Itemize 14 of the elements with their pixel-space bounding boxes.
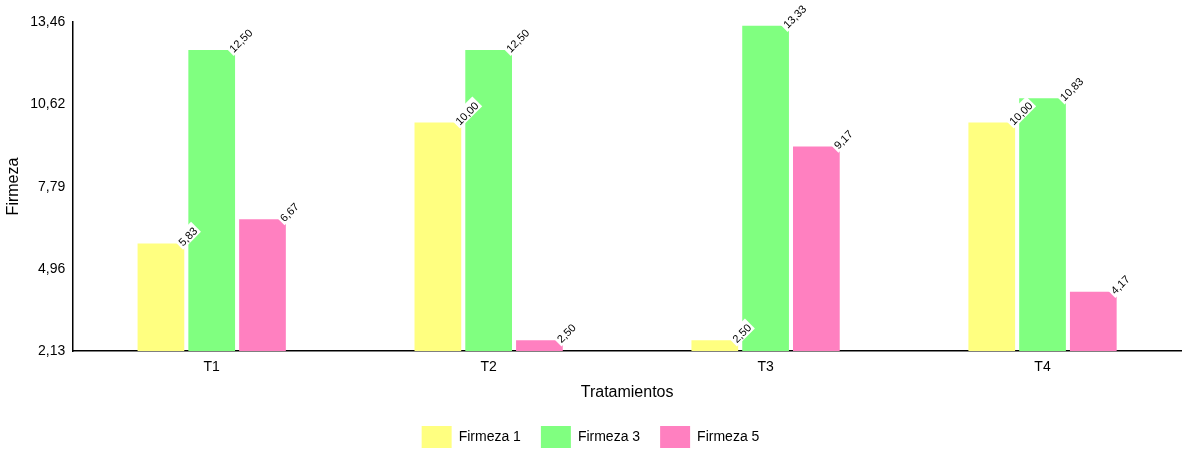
x-axis-title: Tratamientos (580, 382, 674, 400)
x-tick-label: T3 (757, 358, 774, 375)
legend-label: Firmeza 1 (458, 427, 522, 444)
y-tick-label: 4,96 (37, 259, 66, 276)
y-tick-label: 2,13 (37, 341, 66, 358)
y-tick-label: 7,79 (37, 177, 66, 194)
y-tick-label: 10,62 (30, 95, 66, 112)
legend-label: Firmeza 5 (697, 427, 760, 444)
x-tick-label: T1 (203, 358, 221, 375)
y-axis-title: Firmeza (4, 157, 22, 216)
legend-label: Firmeza 3 (577, 427, 641, 444)
x-tick-label: T2 (480, 358, 498, 375)
x-tick-label: T4 (1034, 358, 1051, 375)
y-tick-label: 13,46 (30, 12, 66, 29)
